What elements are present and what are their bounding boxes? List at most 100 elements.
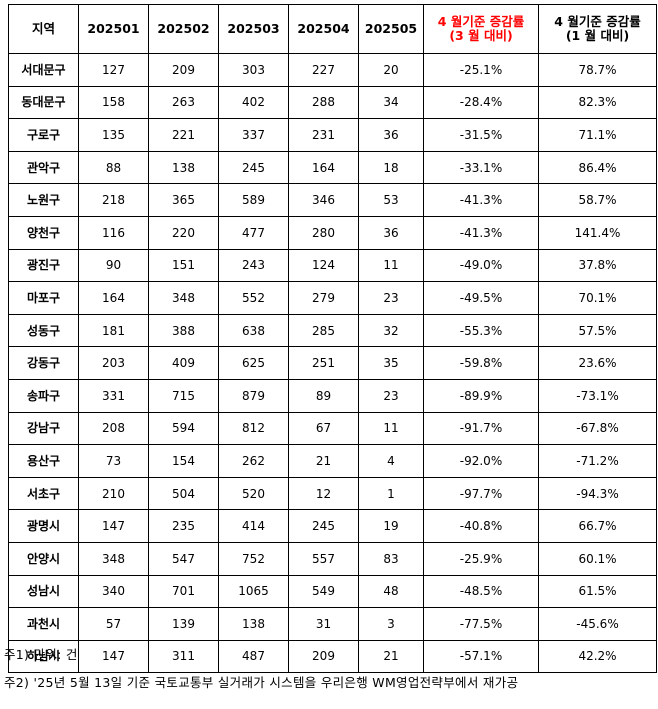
cell-202504: 288 <box>288 85 359 120</box>
header-rate-vs-march: 4 월기준 증감률 (3 월 대비) <box>423 4 539 54</box>
cell-202502: 154 <box>148 444 219 478</box>
table-body: 서대문구 127 209 303 227 20 -25.1% 78.7% 동대문구 158 263 4… <box>8 53 657 674</box>
cell-202505: 11 <box>358 411 424 446</box>
cell-202504: 251 <box>288 346 359 380</box>
cell-202504: 285 <box>288 313 359 348</box>
cell-202503: 262 <box>218 444 289 478</box>
cell-202504: 124 <box>288 248 359 283</box>
cell-202503: 625 <box>218 346 289 380</box>
cell-202503: 402 <box>218 85 289 120</box>
cell-202501: 203 <box>78 346 149 380</box>
cell-rate-vs-march: -33.1% <box>423 150 539 185</box>
cell-rate-vs-january: 23.6% <box>538 346 657 380</box>
header-rate-vs-march-line1: 4 월기준 증감률 <box>437 14 525 29</box>
cell-202505: 23 <box>358 378 424 413</box>
footnotes: 주1) 단위: 건 주2) '25년 5월 13일 기준 국토교통부 실거래가 … <box>4 641 518 697</box>
cell-202505: 32 <box>358 313 424 348</box>
table-row: 마포구 164 348 552 279 23 -49.5% 70.1% <box>8 281 657 315</box>
header-month-4: 202504 <box>288 4 359 54</box>
cell-202503: 245 <box>218 150 289 185</box>
cell-202503: 752 <box>218 541 289 576</box>
cell-202501: 348 <box>78 541 149 576</box>
header-month-3: 202503 <box>218 4 289 54</box>
table-header: 지역 202501 202502 202503 202504 202505 4 … <box>8 4 657 54</box>
header-month-1: 202501 <box>78 4 149 54</box>
cell-202502: 594 <box>148 411 219 446</box>
cell-202503: 487 <box>218 639 289 674</box>
cell-rate-vs-january: 42.2% <box>538 639 657 674</box>
cell-202503: 879 <box>218 378 289 413</box>
cell-rate-vs-march: -49.0% <box>423 248 539 283</box>
cell-rate-vs-march: -41.3% <box>423 183 539 217</box>
cell-202504: 31 <box>288 607 359 641</box>
cell-202501: 331 <box>78 378 149 413</box>
header-month-5: 202505 <box>358 4 424 54</box>
cell-region: 서대문구 <box>8 53 79 87</box>
cell-202502: 365 <box>148 183 219 217</box>
cell-202505: 35 <box>358 346 424 380</box>
cell-region: 마포구 <box>8 281 79 315</box>
table-row: 용산구 73 154 262 21 4 -92.0% -71.2% <box>8 444 657 478</box>
cell-rate-vs-january: -71.2% <box>538 444 657 478</box>
cell-202505: 34 <box>358 85 424 120</box>
cell-rate-vs-march: -31.5% <box>423 118 539 152</box>
cell-202505: 48 <box>358 574 424 609</box>
cell-rate-vs-march: -89.9% <box>423 378 539 413</box>
cell-202503: 243 <box>218 248 289 283</box>
table-row: 송파구 331 715 879 89 23 -89.9% -73.1% <box>8 378 657 413</box>
table-row: 양천구 116 220 477 280 36 -41.3% 141.4% <box>8 215 657 250</box>
cell-rate-vs-january: 66.7% <box>538 509 657 543</box>
cell-region: 성동구 <box>8 313 79 348</box>
cell-rate-vs-january: 58.7% <box>538 183 657 217</box>
cell-202501: 88 <box>78 150 149 185</box>
cell-region: 용산구 <box>8 444 79 478</box>
cell-202503: 414 <box>218 509 289 543</box>
cell-rate-vs-january: 78.7% <box>538 53 657 87</box>
header-rate-vs-march-line2: (3 월 대비) <box>449 28 513 43</box>
cell-202502: 547 <box>148 541 219 576</box>
cell-region: 관악구 <box>8 150 79 185</box>
cell-region: 안양시 <box>8 541 79 576</box>
table-row: 동대문구 158 263 402 288 34 -28.4% 82.3% <box>8 85 657 120</box>
cell-rate-vs-january: 86.4% <box>538 150 657 185</box>
cell-202504: 89 <box>288 378 359 413</box>
table-row: 광명시 147 235 414 245 19 -40.8% 66.7% <box>8 509 657 543</box>
cell-rate-vs-january: 82.3% <box>538 85 657 120</box>
cell-rate-vs-march: -40.8% <box>423 509 539 543</box>
cell-rate-vs-march: -92.0% <box>423 444 539 478</box>
cell-202502: 348 <box>148 281 219 315</box>
header-month-2: 202502 <box>148 4 219 54</box>
cell-202501: 147 <box>78 639 149 674</box>
cell-202501: 208 <box>78 411 149 446</box>
cell-202501: 340 <box>78 574 149 609</box>
cell-rate-vs-january: 61.5% <box>538 574 657 609</box>
cell-202502: 139 <box>148 607 219 641</box>
table-row: 서초구 210 504 520 12 1 -97.7% -94.3% <box>8 476 657 511</box>
cell-202503: 812 <box>218 411 289 446</box>
cell-202504: 164 <box>288 150 359 185</box>
cell-region: 광명시 <box>8 509 79 543</box>
cell-202503: 520 <box>218 476 289 511</box>
cell-202502: 220 <box>148 215 219 250</box>
cell-region: 강동구 <box>8 346 79 380</box>
cell-202503: 337 <box>218 118 289 152</box>
cell-202501: 181 <box>78 313 149 348</box>
cell-202501: 73 <box>78 444 149 478</box>
cell-region: 동대문구 <box>8 85 79 120</box>
footnote-unit: 주1) 단위: 건 <box>4 647 78 662</box>
cell-202505: 53 <box>358 183 424 217</box>
cell-202503: 638 <box>218 313 289 348</box>
cell-rate-vs-january: 71.1% <box>538 118 657 152</box>
cell-rate-vs-march: -55.3% <box>423 313 539 348</box>
cell-202502: 409 <box>148 346 219 380</box>
cell-202503: 477 <box>218 215 289 250</box>
cell-rate-vs-march: -28.4% <box>423 85 539 120</box>
cell-rate-vs-january: -67.8% <box>538 411 657 446</box>
cell-202503: 552 <box>218 281 289 315</box>
cell-rate-vs-march: -25.1% <box>423 53 539 87</box>
cell-202504: 231 <box>288 118 359 152</box>
table-row: 광진구 90 151 243 124 11 -49.0% 37.8% <box>8 248 657 283</box>
cell-region: 양천구 <box>8 215 79 250</box>
cell-region: 구로구 <box>8 118 79 152</box>
cell-202504: 245 <box>288 509 359 543</box>
